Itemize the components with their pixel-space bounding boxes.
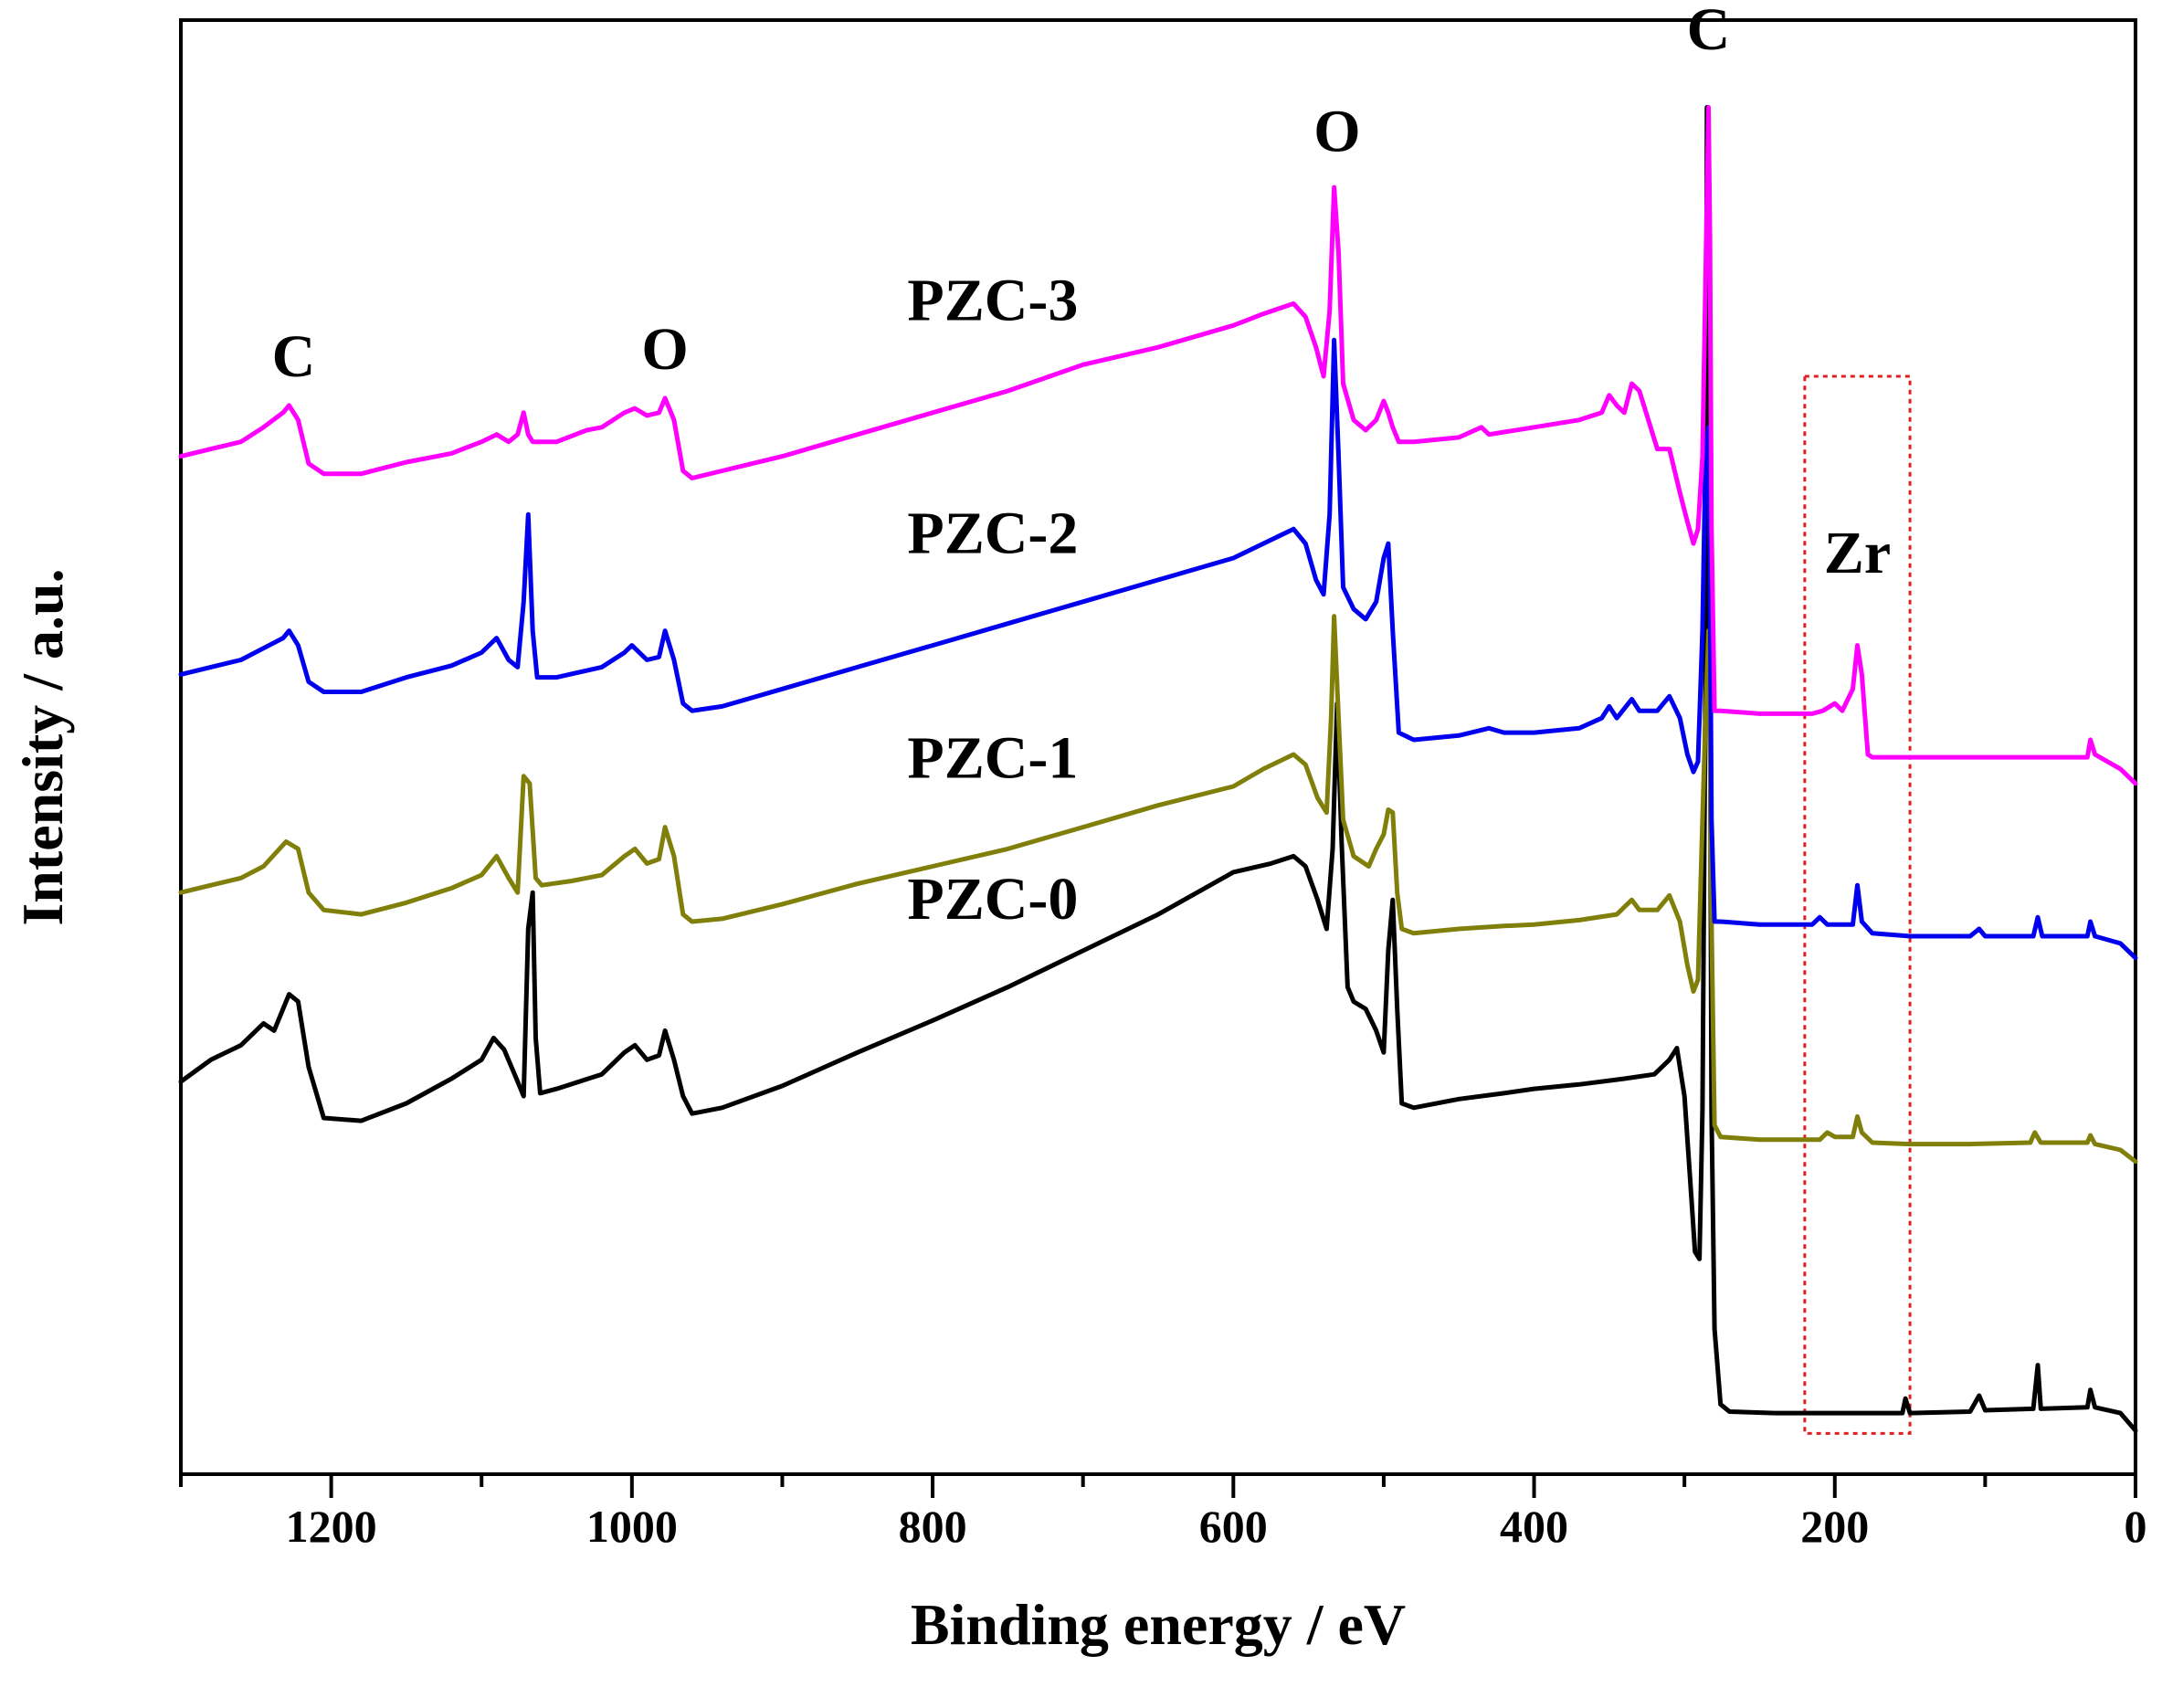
series-line-pzc-0 — [178, 105, 2138, 1433]
labels-group: PZC-3 PZC-2 PZC-1 PZC-0 C O O C Zr — [272, 0, 1892, 933]
series-group — [178, 105, 2138, 1435]
series-label-pzc-2: PZC-2 — [907, 500, 1078, 566]
peak-label-c: C — [1687, 0, 1731, 63]
series-line-pzc-3 — [178, 105, 2138, 786]
plot-frame — [179, 18, 2137, 1476]
series-label-pzc-0: PZC-0 — [907, 866, 1078, 933]
series-line-pzc-2 — [178, 337, 2138, 961]
x-tick-label: 1000 — [586, 1501, 678, 1552]
peak-label-o: O — [1313, 98, 1360, 164]
series-line-pzc-1 — [178, 614, 2138, 1165]
peak-label-zr: Zr — [1824, 520, 1891, 586]
x-tick-label: 800 — [899, 1501, 967, 1552]
x-tick-label: 400 — [1500, 1501, 1568, 1552]
peak-label-c: C — [272, 323, 316, 390]
peak-label-o: O — [641, 316, 688, 383]
zr-highlight-box — [1803, 374, 1912, 1435]
series-label-pzc-1: PZC-1 — [907, 724, 1078, 791]
y-axis-title: Intensity / a.u. — [10, 568, 75, 925]
x-tick-label: 200 — [1800, 1501, 1869, 1552]
x-tick-label: 600 — [1199, 1501, 1268, 1552]
series-label-pzc-3: PZC-3 — [907, 268, 1078, 334]
x-tick-label: 1200 — [286, 1501, 377, 1552]
x-axis-title: Binding energy / eV — [911, 1592, 1406, 1657]
x-axis-ticks: 1200 1000 800 600 400 200 0 — [179, 1474, 2147, 1552]
x-tick-label: 0 — [2125, 1501, 2147, 1552]
